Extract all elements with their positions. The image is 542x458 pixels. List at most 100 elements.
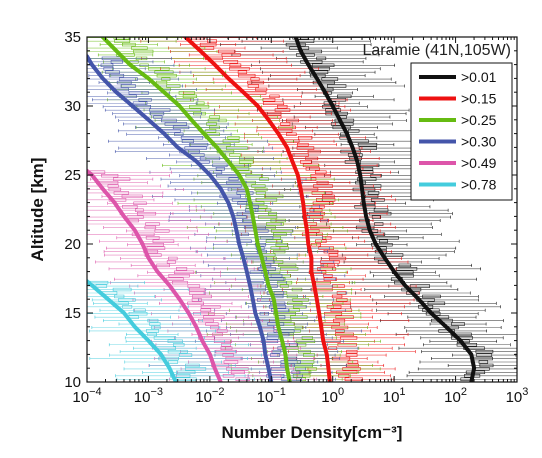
raw-data-box bbox=[213, 242, 308, 247]
raw-data-box bbox=[169, 167, 271, 171]
legend-label: >0.01 bbox=[461, 69, 497, 85]
raw-data-box bbox=[103, 318, 203, 323]
y-tick-label: 15 bbox=[64, 305, 81, 322]
raw-data-box bbox=[149, 363, 236, 368]
raw-data-box bbox=[90, 177, 154, 181]
raw-data-box bbox=[206, 236, 323, 240]
raw-data-box bbox=[104, 253, 203, 257]
x-tick-labels: 10−4 10−3 10−2 10−1 100 101 102 103 bbox=[72, 386, 528, 406]
legend-label: >0.25 bbox=[461, 112, 497, 128]
raw-data-box bbox=[87, 184, 161, 188]
raw-data-box bbox=[390, 377, 517, 381]
raw-data-box bbox=[206, 253, 298, 257]
raw-data-box bbox=[87, 87, 197, 92]
raw-data-box bbox=[404, 325, 502, 330]
legend-label: >0.78 bbox=[461, 177, 497, 193]
raw-data-box bbox=[179, 305, 242, 309]
plot-frame bbox=[86, 36, 518, 383]
raw-data-box bbox=[118, 146, 273, 150]
raw-data-box bbox=[176, 160, 232, 164]
raw-data-box bbox=[87, 311, 201, 316]
raw-data-box bbox=[87, 284, 139, 288]
y-axis-label: Altitude [km] bbox=[28, 158, 47, 262]
raw-data-box bbox=[223, 256, 290, 261]
series-line-2 bbox=[183, 37, 332, 382]
x-tick-label: 10−4 bbox=[72, 386, 101, 406]
raw-data-box bbox=[124, 360, 222, 364]
raw-data-box bbox=[87, 291, 177, 295]
raw-data-box bbox=[118, 118, 220, 123]
raw-data-box bbox=[268, 142, 337, 147]
raw-data-box bbox=[174, 60, 288, 64]
raw-data-box bbox=[417, 367, 517, 371]
raw-data-box bbox=[87, 232, 209, 237]
raw-data-box bbox=[113, 277, 236, 281]
y-tick-label: 25 bbox=[64, 167, 81, 184]
raw-data-box bbox=[87, 208, 205, 212]
raw-data-box bbox=[133, 346, 197, 350]
y-tick-label: 10 bbox=[64, 374, 81, 391]
raw-data-box bbox=[87, 205, 197, 209]
raw-data-box bbox=[95, 260, 248, 264]
raw-data-box bbox=[179, 173, 275, 178]
raw-data-box bbox=[123, 122, 229, 126]
raw-data-box bbox=[88, 73, 145, 78]
raw-data-box bbox=[126, 332, 179, 337]
raw-data-box bbox=[126, 132, 232, 136]
series-line-1 bbox=[293, 37, 477, 382]
raw-data-box bbox=[87, 77, 179, 81]
raw-data-box bbox=[120, 256, 226, 261]
raw-data-box bbox=[421, 349, 517, 354]
x-tick-label: 102 bbox=[444, 386, 467, 406]
raw-data-box bbox=[155, 294, 249, 299]
y-tick-label: 30 bbox=[64, 98, 81, 115]
raw-data-box bbox=[395, 332, 517, 337]
legend-label: >0.49 bbox=[461, 155, 497, 171]
raw-data-box bbox=[159, 301, 233, 306]
raw-data-box bbox=[102, 104, 180, 109]
raw-data-box bbox=[87, 46, 206, 50]
raw-data-box bbox=[178, 63, 292, 67]
raw-data-box bbox=[384, 294, 479, 299]
raw-data-box bbox=[87, 280, 146, 285]
raw-data-box bbox=[92, 98, 199, 102]
x-tick-label: 101 bbox=[383, 386, 406, 406]
raw-data-box bbox=[108, 343, 249, 347]
raw-data-box bbox=[87, 84, 183, 88]
raw-data-box bbox=[420, 336, 504, 340]
raw-data-box bbox=[135, 125, 227, 130]
raw-data-box bbox=[89, 356, 248, 361]
raw-data-box bbox=[87, 222, 220, 226]
raw-data-box bbox=[407, 315, 477, 319]
raw-data-box bbox=[276, 56, 367, 61]
raw-data-box bbox=[93, 301, 148, 306]
raw-data-box bbox=[126, 229, 198, 233]
raw-data-box bbox=[87, 39, 177, 43]
raw-data-box bbox=[108, 267, 255, 271]
raw-data-box bbox=[160, 177, 307, 181]
raw-data-box bbox=[87, 70, 192, 74]
raw-data-box bbox=[97, 53, 154, 57]
x-tick-label: 103 bbox=[506, 386, 529, 406]
raw-data-box bbox=[294, 180, 351, 185]
raw-data-box bbox=[99, 239, 228, 243]
raw-data-box bbox=[429, 322, 487, 326]
raw-data-box bbox=[87, 198, 155, 202]
series-line-6 bbox=[87, 279, 178, 382]
raw-data-box bbox=[104, 108, 215, 112]
raw-data-box bbox=[87, 60, 154, 64]
raw-data-box bbox=[245, 301, 311, 306]
raw-data-box bbox=[231, 229, 294, 233]
raw-data-box bbox=[129, 284, 259, 288]
series-lines bbox=[87, 37, 477, 382]
legend-label: >0.15 bbox=[461, 91, 497, 107]
raw-data-box bbox=[256, 129, 313, 133]
raw-data-box bbox=[127, 242, 179, 247]
raw-data-box bbox=[119, 211, 174, 216]
raw-data-box bbox=[99, 308, 180, 312]
y-tick-labels: 10 15 20 25 30 35 bbox=[64, 29, 81, 391]
raw-data-box bbox=[87, 63, 175, 67]
raw-data-box bbox=[248, 305, 307, 309]
series-line-3 bbox=[100, 37, 292, 382]
